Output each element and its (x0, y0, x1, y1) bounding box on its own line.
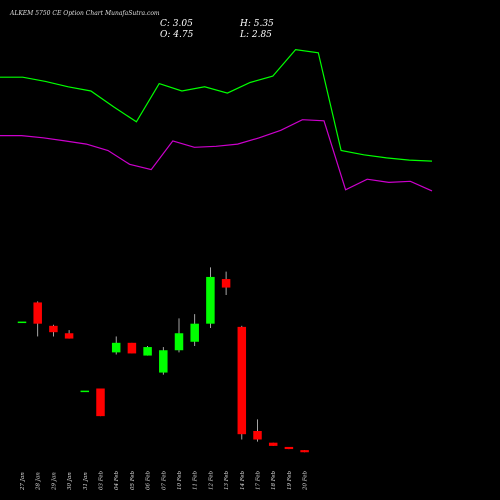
candle (268, 442, 278, 446)
candle-body (206, 276, 215, 324)
candle-body (80, 390, 90, 393)
x-tick-label: 14 Feb (240, 470, 246, 490)
candle-body (159, 350, 168, 373)
chart-title: ALKEM 5750 CE Option Chart MunafaSutra.c… (9, 10, 160, 17)
x-tick-label: 05 Feb (130, 470, 136, 490)
candle (253, 419, 262, 442)
candle (17, 321, 27, 324)
candle (33, 301, 42, 337)
candle (159, 347, 168, 375)
x-tick-label: 03 Feb (99, 470, 105, 490)
candle-body (143, 347, 152, 356)
x-axis-ticks: 27 Jan 28 Jan 29 Jan 30 Jan 31 Jan 03 Feb 04 F… (20, 470, 309, 491)
candle-body (96, 388, 105, 417)
low-value: L: 2.85 (239, 30, 272, 40)
candle-body (221, 279, 231, 288)
lower-band-line (0, 119, 433, 192)
x-tick-label: 11 Feb (193, 470, 199, 490)
candle-body (190, 323, 199, 342)
candle (96, 388, 105, 417)
candle-body (284, 446, 294, 450)
indicator-lines (0, 48, 433, 192)
candle (206, 267, 215, 328)
candle-body (127, 342, 137, 354)
candle-body (33, 302, 42, 324)
candle-body (237, 326, 247, 435)
x-tick-label: 30 Jan (67, 472, 73, 490)
candle-body (253, 431, 262, 440)
candle (64, 330, 74, 339)
candle-body (64, 333, 74, 339)
candle-body (174, 333, 184, 351)
candle (174, 318, 184, 353)
candle-body (268, 442, 278, 446)
candle (111, 336, 121, 355)
x-tick-label: 10 Feb (177, 470, 183, 490)
x-tick-label: 13 Feb (224, 470, 230, 490)
candles-group (17, 267, 309, 453)
candle-body (300, 450, 309, 453)
x-tick-label: 28 Jan (36, 472, 42, 491)
x-tick-label: 27 Jan (20, 472, 26, 491)
candle (49, 324, 58, 337)
open-value: O: 4.75 (160, 30, 194, 40)
x-tick-label: 20 Feb (303, 470, 309, 491)
upper-band-line (0, 48, 433, 162)
high-value: H: 5.35 (239, 19, 274, 29)
x-tick-label: 31 Jan (83, 472, 89, 490)
candle (221, 271, 231, 295)
x-tick-label: 17 Feb (256, 470, 262, 490)
close-value: C: 3.05 (160, 19, 193, 29)
x-tick-label: 07 Feb (161, 470, 167, 490)
x-tick-label: 06 Feb (146, 470, 152, 490)
x-tick-label: 18 Feb (271, 470, 277, 490)
candle-body (49, 325, 58, 333)
candle-body (111, 342, 121, 353)
candle (80, 390, 90, 393)
candle (300, 450, 309, 453)
candle (237, 325, 247, 440)
x-tick-label: 29 Jan (51, 472, 57, 491)
candle (190, 314, 199, 346)
x-tick-label: 19 Feb (287, 470, 293, 490)
candle (284, 446, 294, 450)
candle-body (17, 321, 27, 324)
x-tick-label: 04 Feb (114, 470, 120, 490)
candle (143, 346, 152, 356)
candle (127, 342, 137, 354)
x-tick-label: 12 Feb (208, 470, 214, 490)
